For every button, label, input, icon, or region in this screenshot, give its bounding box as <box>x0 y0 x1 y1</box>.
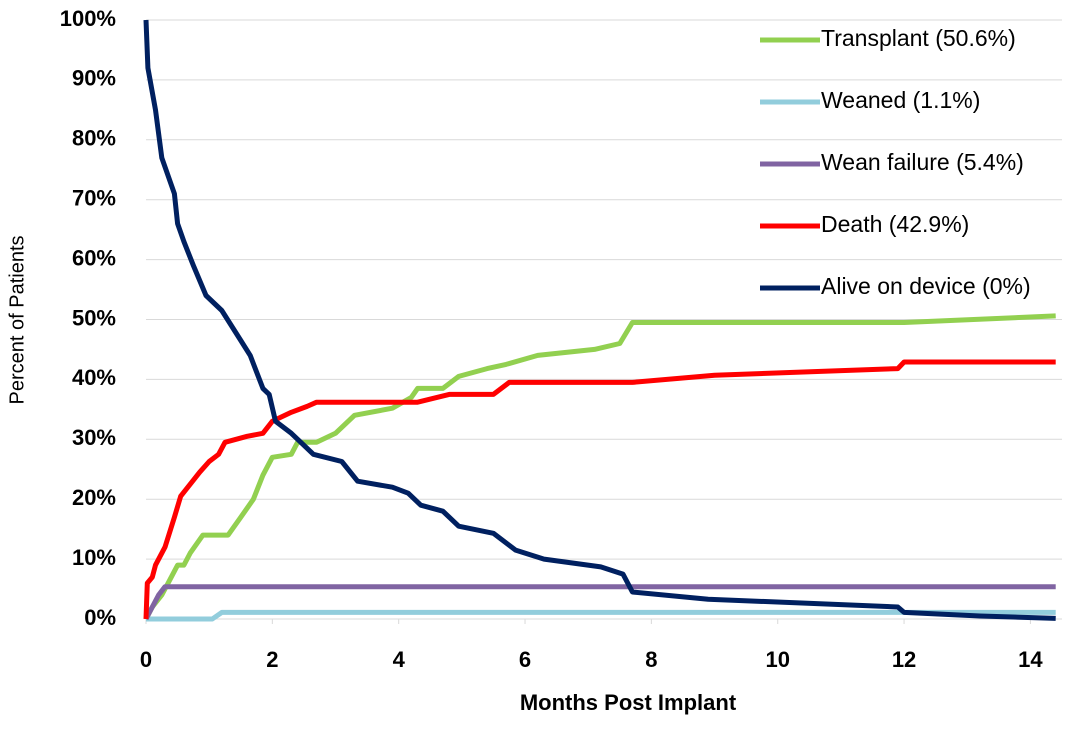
x-tick-label: 0 <box>140 647 152 672</box>
x-tick-label: 12 <box>892 647 916 672</box>
legend-label: Wean failure (5.4%) <box>821 149 1024 175</box>
series-line <box>146 609 1056 622</box>
y-tick-label: 60% <box>72 245 116 270</box>
series-line <box>143 313 1056 621</box>
x-tick-label: 14 <box>1018 647 1043 672</box>
y-tick-label: 0% <box>84 605 116 630</box>
x-tick-label: 8 <box>645 647 657 672</box>
y-axis-label: Percent of Patients <box>6 236 28 405</box>
legend-label: Alive on device (0%) <box>821 273 1031 299</box>
y-tick-label: 50% <box>72 305 116 330</box>
y-tick-label: 90% <box>72 66 116 91</box>
x-tick-label: 2 <box>266 647 278 672</box>
series-line <box>143 584 1056 621</box>
legend-label: Transplant (50.6%) <box>821 25 1016 51</box>
y-tick-label: 100% <box>60 6 116 31</box>
y-tick-label: 80% <box>72 126 116 151</box>
y-tick-label: 10% <box>72 545 116 570</box>
legend-label: Weaned (1.1%) <box>821 87 980 113</box>
x-tick-label: 10 <box>765 647 789 672</box>
x-tick-label: 4 <box>393 647 406 672</box>
y-tick-label: 30% <box>72 425 116 450</box>
series-line <box>143 19 1056 621</box>
y-tick-label: 20% <box>72 485 116 510</box>
y-tick-label: 40% <box>72 365 116 390</box>
legend-label: Death (42.9%) <box>821 211 969 237</box>
y-tick-label: 70% <box>72 186 116 211</box>
series-line <box>143 359 1056 620</box>
x-axis-label: Months Post Implant <box>520 690 737 715</box>
x-tick-label: 6 <box>519 647 531 672</box>
